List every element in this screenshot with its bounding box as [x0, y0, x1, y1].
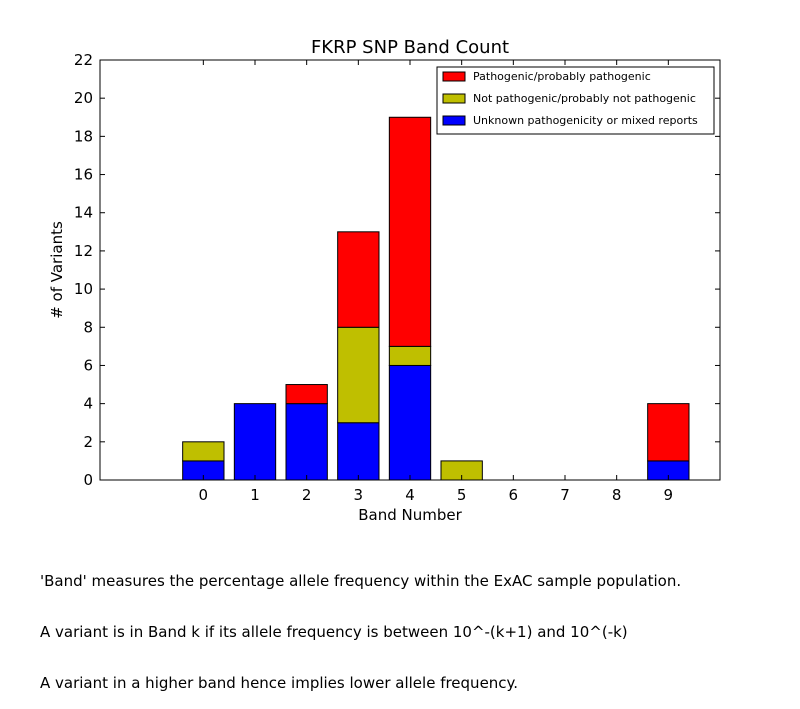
legend-label: Unknown pathogenicity or mixed reports: [473, 114, 698, 127]
x-tick-label: 0: [199, 486, 209, 504]
legend: Pathogenic/probably pathogenic Not pathog…: [436, 66, 715, 135]
bar-segment: [337, 422, 380, 481]
x-tick-label: 8: [612, 486, 622, 504]
bar-segment: [233, 403, 277, 481]
y-tick-label: 22: [74, 51, 93, 69]
y-tick-label: 10: [74, 280, 93, 298]
x-tick-label: 9: [664, 486, 674, 504]
legend-label: Not pathogenic/probably not pathogenic: [473, 92, 696, 105]
y-tick-label: 4: [83, 395, 93, 413]
y-tick-label: 18: [74, 127, 93, 145]
y-tick-label: 6: [83, 356, 93, 374]
y-tick-label: 20: [74, 89, 93, 107]
x-tick-label: 7: [560, 486, 570, 504]
x-axis-label: Band Number: [358, 506, 462, 524]
y-tick-label: 8: [83, 318, 93, 336]
legend-label: Pathogenic/probably pathogenic: [473, 70, 651, 83]
x-tick-label: 1: [250, 486, 260, 504]
bar-segment: [647, 403, 690, 462]
x-tick-label: 5: [457, 486, 467, 504]
bar-segment: [285, 384, 328, 405]
chart-caption: 'Band' measures the percentage allele fr…: [40, 539, 681, 709]
x-axis: 0 1 2 3 4 5 6 7 8 9: [199, 60, 674, 504]
legend-swatch: [442, 71, 466, 82]
legend-box: [436, 66, 715, 135]
y-tick-label: 12: [74, 242, 93, 260]
bar-segment: [388, 116, 432, 347]
y-tick-label: 0: [83, 471, 93, 489]
chart-title: FKRP SNP Band Count: [311, 37, 509, 58]
y-tick-label: 16: [74, 166, 93, 184]
x-tick-label: 3: [354, 486, 364, 504]
x-tick-label: 6: [509, 486, 519, 504]
y-axis-label: # of Variants: [48, 221, 66, 319]
caption-line: A variant in a higher band hence implies…: [40, 674, 519, 692]
legend-swatch: [442, 115, 466, 126]
bar-segment: [388, 364, 432, 481]
y-tick-label: 14: [74, 204, 93, 222]
stacked-bar-chart: FKRP SNP Band Count 0246810121416182022 …: [48, 37, 721, 524]
bars-group: [182, 116, 690, 481]
bar-segment: [388, 345, 432, 366]
bar-segment: [337, 231, 380, 328]
bar-segment: [285, 403, 328, 481]
y-tick-label: 2: [83, 433, 93, 451]
x-tick-label: 4: [405, 486, 415, 504]
bar-segment: [337, 326, 380, 424]
caption-line: 'Band' measures the percentage allele fr…: [40, 572, 682, 590]
caption-line: A variant is in Band k if its allele fre…: [40, 623, 628, 641]
legend-swatch: [442, 93, 466, 104]
bar-segment: [182, 441, 225, 462]
x-tick-label: 2: [302, 486, 312, 504]
y-axis: 0 2 4 6 8 10 12 14 16 18 20 22: [74, 51, 720, 489]
